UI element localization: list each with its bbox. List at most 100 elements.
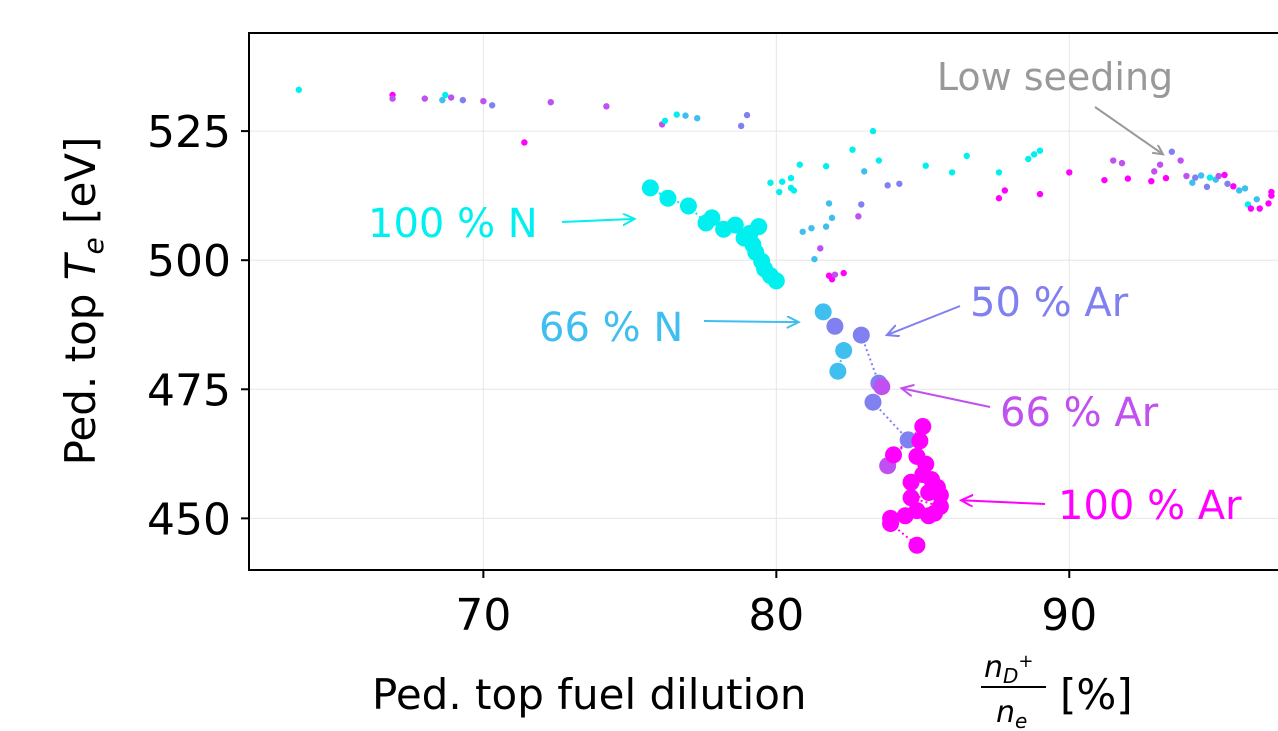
low_seeding-point-71 [1197, 172, 1205, 179]
seeded-point-28 [911, 432, 929, 450]
low_seeding-point-2 [389, 95, 396, 102]
seeded-point-4 [703, 209, 721, 227]
x-axis-label-unit: [%] [1060, 670, 1133, 719]
low_seeding-point-36 [828, 214, 836, 222]
low_seeding-point-33 [828, 276, 836, 283]
seeded-point-9 [750, 218, 768, 236]
x-axis-label-numerator: nD+ [984, 650, 1034, 688]
low_seeding-point-37 [822, 223, 830, 230]
seeded-point-23 [864, 393, 882, 411]
low_seeding-point-39 [849, 146, 856, 153]
low_seeding-point-16 [682, 112, 689, 119]
annotation-arrow-1 [561, 219, 635, 222]
low_seeding-point-52 [1001, 187, 1009, 194]
connector-19 [836, 350, 845, 372]
low_seeding-point-35 [825, 200, 833, 207]
y-tick-label-2: 500 [147, 236, 231, 287]
y-tick-label-0: 450 [147, 494, 231, 545]
seeded-point-45 [908, 536, 926, 554]
low_seeding-point-75 [1215, 172, 1222, 180]
low_seeding-point-6 [447, 94, 455, 101]
annotation-label-5: 100 % Ar [1058, 483, 1242, 529]
low_seeding-point-50 [995, 169, 1003, 176]
low_seeding-point-77 [1224, 180, 1231, 187]
seeded-point-26 [885, 446, 903, 464]
annotation-label-0: Low seeding [937, 55, 1173, 99]
low_seeding-point-72 [1203, 183, 1211, 191]
low_seeding-point-87 [1268, 188, 1275, 196]
low_seeding-point-11 [547, 98, 554, 106]
low_seeding-point-27 [799, 228, 806, 235]
low_seeding-point-56 [1036, 190, 1044, 198]
low_seeding-point-64 [1156, 161, 1164, 168]
x-axis-label-text: Ped. top fuel dilution [372, 670, 807, 719]
low_seeding-point-21 [776, 188, 783, 196]
low_seeding-point-44 [875, 157, 883, 164]
low_seeding-point-22 [778, 178, 786, 185]
data-points [295, 86, 1275, 554]
y-axis-label: Ped. top Te [eV] [56, 137, 110, 466]
low_seeding-point-60 [1118, 159, 1126, 167]
low_seeding-point-18 [737, 122, 745, 130]
low_seeding-point-3 [421, 95, 428, 102]
seeded-point-37 [902, 489, 920, 507]
low_seeding-point-65 [1162, 174, 1170, 182]
seeded-point-2 [679, 197, 697, 215]
low_seeding-point-70 [1192, 174, 1199, 181]
low_seeding-point-57 [1066, 169, 1073, 176]
connector-2 [667, 197, 689, 207]
seeded-point-16 [814, 303, 832, 321]
x-tick-label-1: 80 [748, 590, 804, 641]
low_seeding-point-41 [858, 201, 865, 208]
annotation-label-3: 50 % Ar [970, 280, 1129, 326]
low_seeding-point-51 [995, 195, 1003, 202]
low_seeding-point-82 [1247, 205, 1255, 212]
low_seeding-point-63 [1151, 168, 1158, 175]
low_seeding-point-0 [295, 86, 303, 93]
x-tick-label-2: 90 [1041, 590, 1097, 641]
seeded-point-41 [896, 507, 914, 525]
low_seeding-point-79 [1235, 187, 1243, 194]
low_seeding-point-43 [869, 127, 877, 135]
plot-frame [248, 32, 1278, 571]
annotation-label-2: 66 % N [539, 305, 683, 351]
low_seeding-point-49 [963, 152, 970, 160]
low_seeding-point-73 [1206, 174, 1214, 181]
low_seeding-point-29 [811, 255, 818, 263]
seeded-point-15 [767, 272, 785, 290]
low_seeding-point-78 [1230, 183, 1237, 190]
low_seeding-point-54 [1030, 151, 1038, 158]
seeded-point-19 [829, 362, 847, 380]
low_seeding-point-48 [948, 169, 956, 176]
low_seeding-point-59 [1110, 157, 1117, 164]
low_seeding-point-38 [840, 269, 847, 277]
low_seeding-point-26 [796, 161, 803, 168]
seeded-point-18 [835, 342, 853, 360]
low_seeding-point-14 [661, 117, 669, 124]
low_seeding-point-58 [1101, 176, 1108, 184]
connector-24 [872, 401, 909, 441]
low_seeding-point-67 [1177, 157, 1184, 164]
low_seeding-point-20 [767, 179, 774, 186]
low_seeding-point-31 [822, 163, 830, 170]
seeded-point-27 [914, 417, 932, 435]
low_seeding-point-47 [922, 162, 929, 169]
low_seeding-point-24 [787, 174, 795, 182]
low_seeding-point-85 [1265, 200, 1272, 207]
low_seeding-point-66 [1168, 148, 1176, 155]
low_seeding-point-40 [855, 213, 862, 220]
annotation-label-4: 66 % Ar [1000, 390, 1159, 436]
low_seeding-point-7 [459, 96, 467, 104]
annotation-label-1: 100 % N [368, 201, 538, 247]
low_seeding-point-68 [1183, 172, 1190, 180]
annotation-arrow-0 [1094, 106, 1163, 154]
connector-21 [860, 334, 880, 384]
low_seeding-point-55 [1036, 147, 1044, 154]
low_seeding-point-46 [896, 180, 903, 187]
x-tick-label-0: 70 [455, 590, 511, 641]
low_seeding-point-76 [1221, 171, 1228, 179]
y-tick-label-1: 475 [147, 365, 231, 416]
annotation-arrow-3 [887, 305, 961, 335]
low_seeding-point-84 [1256, 205, 1263, 212]
annotations: Low seeding 100 % N 66 % N 50 % Ar 66 % Ar 10… [368, 55, 1242, 529]
